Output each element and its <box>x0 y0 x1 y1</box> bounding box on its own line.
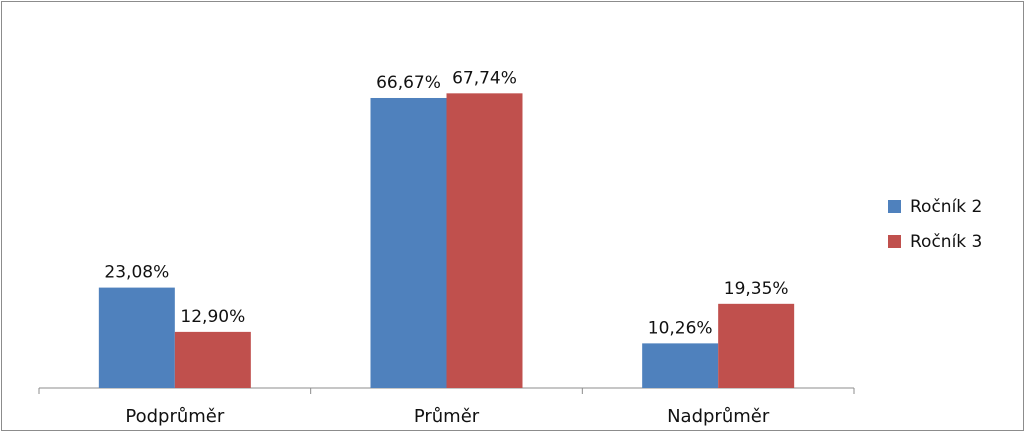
x-tick-label: Průměr <box>414 406 480 427</box>
bar-1-3 <box>642 343 719 388</box>
bar-2-3 <box>718 303 795 388</box>
data-label: 66,67% <box>376 73 441 93</box>
x-tick-label: Nadprůměr <box>667 406 770 427</box>
legend-label: Ročník 2 <box>910 197 982 217</box>
data-label: 10,26% <box>648 318 713 338</box>
bar-2-2 <box>446 93 523 389</box>
data-label: 12,90% <box>180 307 245 327</box>
data-label: 67,74% <box>452 68 517 88</box>
legend-swatch <box>888 200 901 213</box>
legend-label: Ročník 3 <box>910 232 982 252</box>
data-label: 23,08% <box>104 263 169 283</box>
bar-1-1 <box>98 287 175 388</box>
legend-swatch <box>888 235 901 248</box>
bar-1-2 <box>370 97 447 388</box>
data-label: 19,35% <box>724 279 789 299</box>
x-tick-label: Podprůměr <box>125 406 224 427</box>
bar-2-1 <box>174 331 251 388</box>
